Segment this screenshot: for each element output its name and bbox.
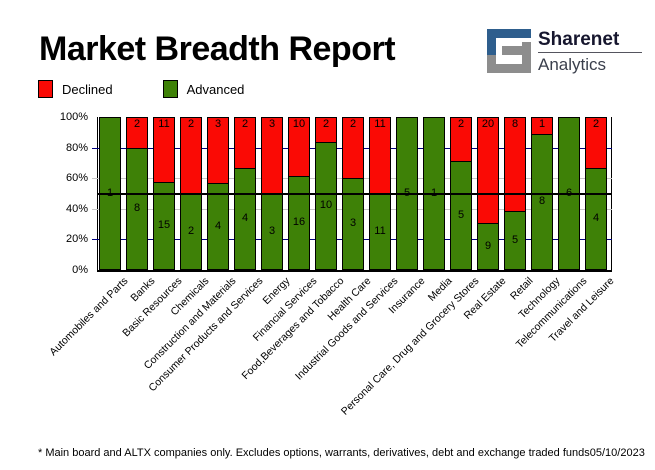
bar-segment-declined	[126, 117, 148, 148]
y-axis-tick-label: 0%	[72, 264, 88, 276]
bar-value-label-advanced: 11	[374, 224, 386, 237]
page-title: Market Breadth Report	[39, 30, 396, 68]
legend-label: Declined	[62, 81, 113, 97]
bar-segment-declined	[531, 117, 553, 134]
legend-label: Advanced	[186, 81, 245, 97]
y-axis-tick-label: 40%	[65, 202, 88, 215]
bar-value-label-advanced: 6	[565, 186, 573, 199]
bar-segment-declined	[153, 117, 175, 182]
bar-segment-declined	[342, 117, 364, 178]
sharenet-logo-text: Sharenet Analytics	[538, 29, 642, 75]
bar-value-label-advanced: 3	[268, 224, 276, 237]
report-date: 05/10/2023	[589, 447, 645, 459]
bar-segment-advanced	[126, 148, 148, 270]
bar-segment-advanced	[450, 161, 472, 270]
y-axis-tick-label: 20%	[65, 233, 88, 246]
logo-sub-name: Analytics	[538, 55, 607, 74]
bar-segment-declined	[477, 117, 499, 223]
legend-swatch-declined	[38, 80, 53, 98]
bar-segment-advanced	[477, 223, 499, 270]
reference-line-50pct	[98, 192, 611, 195]
bar-segment-declined	[369, 117, 391, 193]
bar-segment-declined	[585, 117, 607, 168]
bar-segment-advanced	[342, 178, 364, 270]
bar-value-label-declined: 1	[538, 118, 546, 130]
bar-value-label-declined: 2	[349, 118, 357, 130]
bar-value-label-declined: 20	[481, 118, 495, 130]
bar-value-label-declined: 3	[214, 118, 222, 130]
y-axis: 100% 80% 60% 40% 20% 0%	[0, 111, 88, 276]
chart-legend: Declined Advanced	[38, 80, 294, 98]
footer: * Main board and ALTX companies only. Ex…	[38, 447, 645, 459]
bar-segment-advanced	[207, 183, 229, 270]
bar-segment-advanced	[531, 134, 553, 270]
bar-segment-advanced	[504, 211, 526, 270]
y-axis-tick-label: 100%	[59, 111, 88, 123]
bar-value-label-declined: 3	[268, 118, 276, 130]
bar-value-label-advanced: 1	[106, 186, 114, 199]
bar-value-label-advanced: 1	[430, 186, 438, 199]
bar-value-label-advanced: 9	[484, 239, 492, 252]
bar-segment-declined	[180, 117, 202, 193]
bar-segment-advanced	[315, 142, 337, 270]
legend-swatch-advanced	[162, 80, 178, 98]
sharenet-logo: Sharenet Analytics	[487, 29, 642, 75]
bar-value-label-declined: 2	[322, 118, 330, 130]
sharenet-logo-icon	[487, 29, 531, 73]
x-axis-labels: Automobiles and Parts Banks Basic Resource…	[47, 273, 616, 443]
bar-segment-declined	[234, 117, 256, 168]
bar-value-label-declined: 2	[592, 118, 600, 130]
bar-segment-declined	[315, 117, 337, 142]
bar-value-label-advanced: 3	[349, 217, 357, 229]
legend-item-declined: Declined	[38, 80, 113, 98]
bar-value-label-advanced: 8	[133, 202, 141, 214]
plot-area: 1 2 8 11 15 2 2 3 4 2 4 3 3 10 16 2 10 2 3 11 11 5 1 2 5 20 9 8 5 1 8 6…	[92, 117, 612, 272]
bar-value-label-declined: 2	[241, 118, 249, 130]
bar-value-label-declined: 2	[187, 118, 195, 130]
bar-value-label-declined: 2	[457, 118, 465, 130]
bar-value-label-advanced: 10	[319, 199, 333, 211]
legend-item-advanced: Advanced	[162, 80, 245, 98]
logo-brand-name: Sharenet	[538, 29, 620, 50]
footer-note: * Main board and ALTX companies only. Ex…	[38, 447, 590, 459]
bar-value-label-declined: 8	[511, 118, 519, 130]
logo-divider	[538, 52, 642, 53]
bar-segment-advanced	[288, 176, 310, 270]
bar-segment-declined	[450, 117, 472, 161]
bar-value-label-advanced: 4	[214, 219, 222, 232]
bar-value-label-advanced: 5	[511, 233, 519, 246]
bar-value-label-declined: 11	[158, 118, 170, 130]
bar-value-label-advanced: 4	[241, 212, 249, 224]
bar-value-label-declined: 2	[133, 118, 141, 130]
bar-segment-advanced	[153, 182, 175, 270]
bar-value-label-advanced: 16	[292, 216, 306, 228]
bar-value-label-advanced: 4	[592, 212, 600, 224]
bar-value-label-advanced: 2	[187, 224, 195, 237]
bar-value-label-advanced: 8	[538, 195, 546, 207]
y-axis-tick-label: 60%	[65, 172, 88, 185]
bar-segment-declined	[504, 117, 526, 211]
bar-value-label-advanced: 5	[457, 208, 465, 221]
bar-value-label-declined: 10	[292, 118, 306, 130]
bar-value-label-advanced: 15	[157, 219, 171, 231]
bar-segment-declined	[261, 117, 283, 193]
bar-segment-declined	[207, 117, 229, 183]
bar-value-label-advanced: 5	[403, 186, 411, 199]
bar-segment-declined	[288, 117, 310, 176]
y-axis-tick-label: 80%	[65, 141, 88, 154]
bar-value-label-declined: 11	[374, 118, 386, 130]
